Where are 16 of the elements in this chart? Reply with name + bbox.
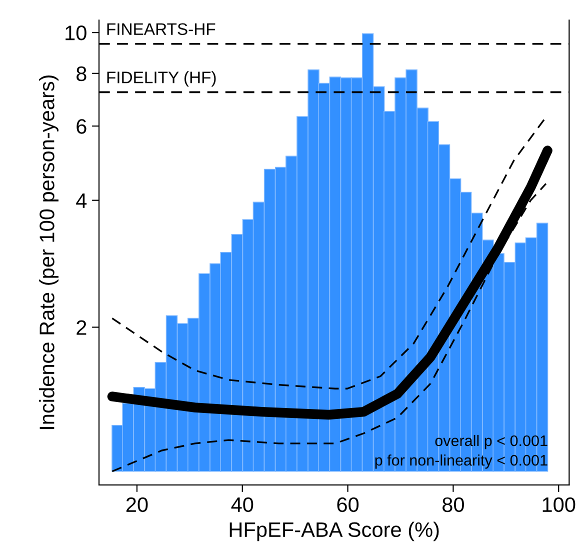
y-tick-label: 10: [66, 26, 86, 40]
x-tick-label: 100: [542, 497, 576, 512]
ref-line-label: FINEARTS-HF: [107, 23, 216, 36]
annotation: overall p < 0.001: [435, 434, 548, 450]
y-tick-label: 6: [76, 119, 86, 134]
y-tick-label: 4: [76, 194, 87, 208]
y-tick-label: 8: [76, 66, 86, 82]
x-tick-label: 40: [231, 497, 254, 512]
x-tick-label: 80: [442, 497, 464, 512]
y-tick-label: 2: [76, 320, 86, 335]
y-axis-title: Incidence Rate (per 100 person-years): [39, 76, 58, 429]
annotation: p for non-linearity < 0.001: [375, 454, 548, 469]
x-tick-label: 60: [337, 497, 359, 512]
x-tick-label: 20: [126, 497, 148, 512]
ref-line-label: FIDELITY (HF): [107, 71, 216, 87]
x-axis-title: HFpEF-ABA Score (%): [230, 522, 439, 542]
